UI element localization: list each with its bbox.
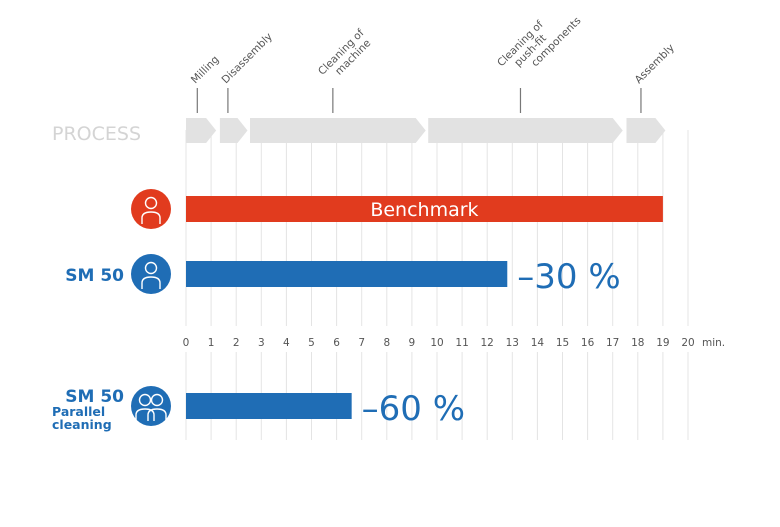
bar-sm50-parallel	[186, 393, 352, 419]
bar-benchmark	[186, 196, 663, 222]
x-tick-label: 18	[631, 337, 644, 349]
person-icon	[144, 196, 158, 210]
process-step-label: Milling	[189, 54, 222, 87]
x-tick-label: 17	[606, 337, 619, 349]
x-tick-label: 0	[183, 337, 190, 349]
x-tick-label: 13	[506, 337, 519, 349]
x-tick-label: 3	[258, 337, 265, 349]
row-label: SM 50	[65, 266, 124, 286]
x-tick-label: 2	[233, 337, 240, 349]
process-step-arrow	[219, 118, 248, 143]
x-tick-label: 11	[455, 337, 468, 349]
reduction-annotation: –30 %	[517, 257, 620, 297]
row-sub-label: Parallel cleaning	[52, 404, 112, 432]
x-tick-label: 16	[581, 337, 595, 349]
two-persons-icon	[150, 393, 164, 407]
process-step-label: Cleaning ofmachine	[316, 27, 375, 86]
x-tick-label: 14	[531, 337, 545, 349]
x-tick-label: 12	[481, 337, 494, 349]
two-persons-icon	[147, 408, 167, 421]
x-tick-label: 6	[333, 337, 340, 349]
two-persons-icon-background	[131, 386, 171, 426]
process-step-arrow	[186, 118, 217, 143]
process-step-label: Cleaning ofpush-fitcomponents	[495, 0, 583, 86]
process-step-label: Disassembly	[220, 31, 275, 86]
row-label: SM 50	[65, 387, 124, 407]
x-tick-label: 4	[283, 337, 290, 349]
x-tick-label: 10	[430, 337, 443, 349]
x-tick-label: 8	[383, 337, 390, 349]
x-tick-label: 9	[409, 337, 416, 349]
x-tick-label: 19	[656, 337, 669, 349]
process-label: PROCESS	[52, 123, 141, 145]
bar-label: Benchmark	[370, 199, 478, 221]
x-axis-unit: min.	[702, 337, 725, 349]
process-step-arrow	[626, 118, 666, 143]
reduction-annotation: –60 %	[362, 389, 465, 429]
x-tick-label: 15	[556, 337, 569, 349]
process-step-arrow	[250, 118, 426, 143]
person-icon	[141, 211, 161, 224]
two-persons-icon	[138, 393, 152, 407]
process-step-arrow	[428, 118, 623, 143]
person-icon	[144, 261, 158, 275]
two-persons-icon	[135, 408, 155, 421]
x-tick-label: 5	[308, 337, 315, 349]
process-step-label: Assembly	[633, 42, 677, 86]
x-tick-label: 7	[358, 337, 365, 349]
person-icon	[141, 276, 161, 289]
x-tick-label: 1	[208, 337, 215, 349]
x-tick-label: 20	[681, 337, 694, 349]
bar-sm50	[186, 261, 508, 287]
